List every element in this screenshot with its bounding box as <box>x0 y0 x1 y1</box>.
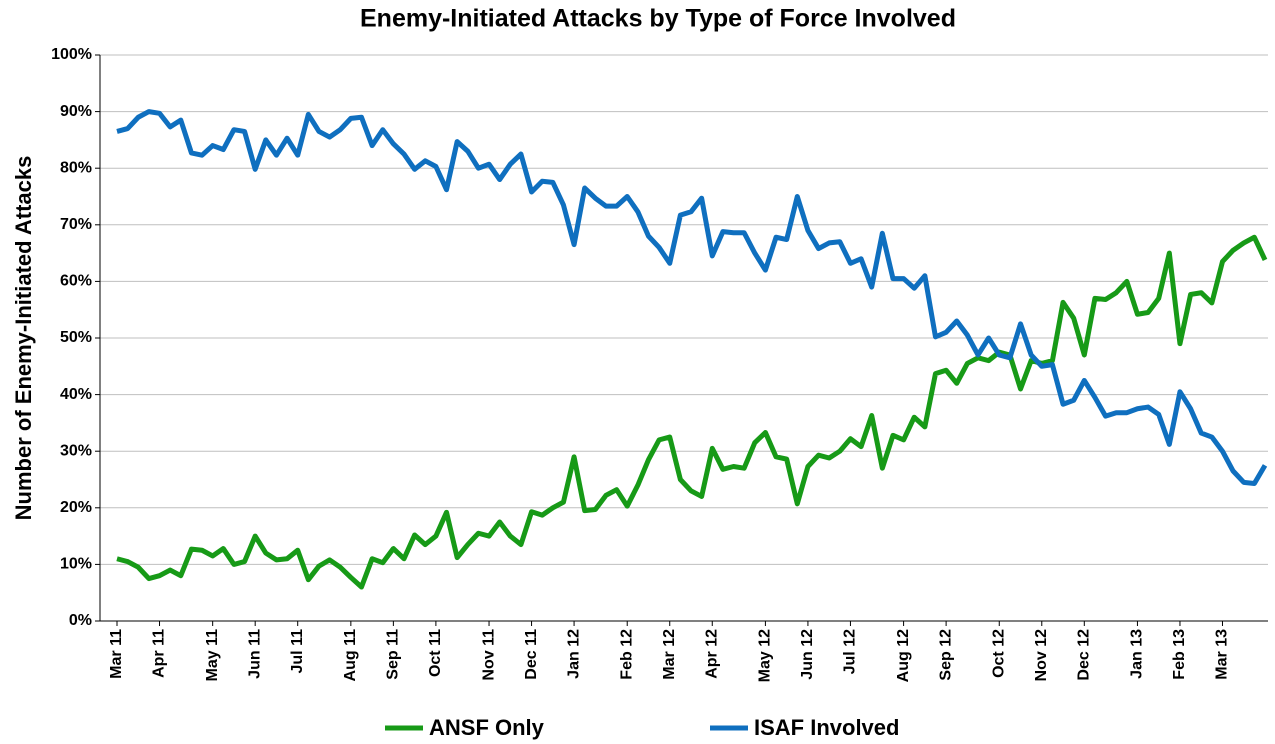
y-tick-label: 50% <box>60 329 92 346</box>
x-tick-label: Mar 12 <box>661 629 678 680</box>
x-tick-label: Aug 12 <box>895 629 912 682</box>
y-tick-label: 0% <box>69 612 92 629</box>
x-tick-label: May 11 <box>204 629 221 682</box>
x-tick-label: May 12 <box>757 629 774 682</box>
y-tick-label: 30% <box>60 442 92 459</box>
x-tick-label: Mar 13 <box>1214 629 1231 680</box>
x-tick-label: Dec 11 <box>523 629 540 680</box>
y-tick-label: 100% <box>51 46 92 63</box>
y-tick-label: 20% <box>60 499 92 516</box>
legend-label: ANSF Only <box>429 715 545 740</box>
x-tick-label: Jan 13 <box>1129 629 1146 679</box>
x-tick-label: Apr 11 <box>151 629 168 678</box>
series-line <box>116 234 1268 590</box>
chart-title: Enemy-Initiated Attacks by Type of Force… <box>360 5 956 33</box>
x-tick-label: Aug 11 <box>342 629 359 682</box>
x-tick-label: Oct 11 <box>427 629 444 677</box>
y-tick-label: 40% <box>60 386 92 403</box>
x-tick-label: Feb 13 <box>1171 629 1188 680</box>
x-tick-label: Jun 11 <box>246 629 263 679</box>
legend-label: ISAF Involved <box>754 715 899 740</box>
y-tick-label: 80% <box>60 159 92 176</box>
y-tick-label: 90% <box>60 103 92 120</box>
x-tick-label: Dec 12 <box>1076 629 1093 681</box>
x-tick-label: Sep 11 <box>385 629 402 680</box>
x-tick-label: Jul 11 <box>289 629 306 674</box>
x-tick-label: Apr 12 <box>703 629 720 679</box>
y-tick-label: 70% <box>60 216 92 233</box>
x-tick-label: Sep 12 <box>937 629 954 681</box>
y-axis-label: Number of Enemy-Initiated Attacks <box>11 156 36 521</box>
x-tick-label: Mar 11 <box>108 629 125 679</box>
x-tick-label: Jul 12 <box>842 629 859 674</box>
x-tick-label: Nov 12 <box>1033 629 1050 682</box>
y-tick-label: 60% <box>60 273 92 290</box>
x-tick-label: Oct 12 <box>990 629 1007 678</box>
x-tick-label: Feb 12 <box>618 629 635 680</box>
x-tick-label: Jun 12 <box>799 629 816 680</box>
series-line <box>116 109 1268 486</box>
y-tick-label: 10% <box>60 556 92 573</box>
x-tick-label: Jan 12 <box>565 629 582 679</box>
x-tick-label: Nov 11 <box>480 629 497 681</box>
